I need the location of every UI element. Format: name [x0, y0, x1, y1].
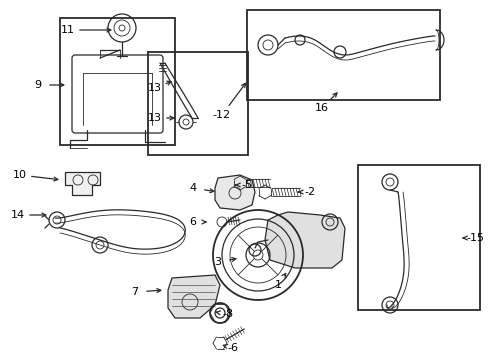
Polygon shape: [215, 175, 254, 210]
Text: -12: -12: [212, 110, 231, 120]
Text: 13: 13: [148, 113, 162, 123]
Text: -8: -8: [222, 309, 233, 319]
Text: -2: -2: [304, 187, 315, 197]
Polygon shape: [168, 275, 220, 318]
Bar: [148, 52, 247, 155]
Text: -6: -6: [227, 343, 238, 353]
Text: -5: -5: [241, 180, 252, 190]
Text: -15: -15: [465, 233, 483, 243]
Bar: [357, 165, 479, 310]
Text: 16: 16: [314, 103, 328, 113]
Bar: [60, 18, 175, 145]
Text: 1: 1: [274, 280, 281, 290]
Bar: [246, 10, 439, 100]
Text: 14: 14: [11, 210, 25, 220]
Polygon shape: [264, 212, 345, 268]
Text: 13: 13: [148, 83, 162, 93]
Polygon shape: [65, 172, 100, 195]
Text: 7: 7: [131, 287, 138, 297]
Text: 9: 9: [34, 80, 41, 90]
Text: 3: 3: [214, 257, 221, 267]
Text: 6: 6: [189, 217, 196, 227]
Text: 11: 11: [61, 25, 75, 35]
Text: 4: 4: [189, 183, 196, 193]
Text: 10: 10: [13, 170, 27, 180]
